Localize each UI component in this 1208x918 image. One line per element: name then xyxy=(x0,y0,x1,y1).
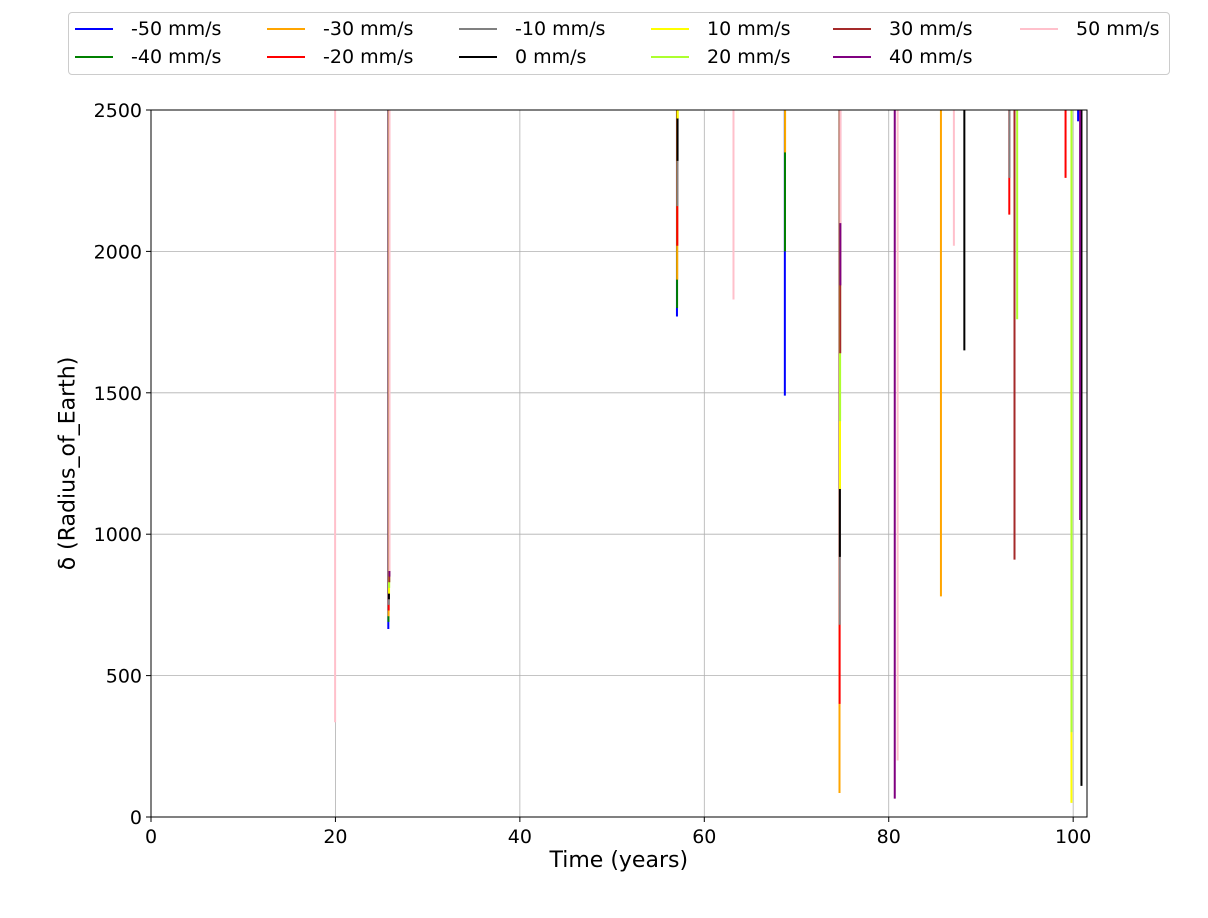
legend-label: 20 mm/s xyxy=(707,46,791,68)
x-tick-label: 80 xyxy=(877,826,901,848)
legend-label: 40 mm/s xyxy=(889,46,973,68)
plot-frame xyxy=(150,109,1088,818)
legend-entry: -20 mm/s xyxy=(267,45,413,69)
y-tick-label: 1500 xyxy=(94,383,142,405)
series-20mms xyxy=(388,110,1073,733)
legend-entry: 10 mm/s xyxy=(651,17,791,41)
series-0mms xyxy=(387,110,1083,786)
legend-swatch xyxy=(459,56,497,58)
series--30mms xyxy=(387,110,942,793)
series-layer xyxy=(334,110,1083,803)
legend-swatch xyxy=(267,28,305,30)
y-axis-label: δ (Radius_of_Earth) xyxy=(55,356,81,571)
x-tick-label: 60 xyxy=(692,826,716,848)
y-tick-label: 2000 xyxy=(94,241,142,263)
x-tick-label: 100 xyxy=(1055,826,1091,848)
series-50mms xyxy=(334,110,955,761)
legend-label: 10 mm/s xyxy=(707,18,791,40)
x-tick-label: 20 xyxy=(323,826,347,848)
series-40mms xyxy=(388,110,1082,799)
y-tick-label: 500 xyxy=(106,666,142,688)
legend-label: 50 mm/s xyxy=(1076,18,1160,40)
legend-label: 0 mm/s xyxy=(515,46,587,68)
legend-label: -20 mm/s xyxy=(323,46,414,68)
legend-label: -30 mm/s xyxy=(323,18,414,40)
legend-entry: 50 mm/s xyxy=(1020,17,1160,41)
legend-label: -40 mm/s xyxy=(131,46,222,68)
legend-swatch xyxy=(651,28,689,30)
x-tick-label: 40 xyxy=(508,826,532,848)
x-tick-label: 0 xyxy=(145,826,157,848)
legend-entry: -50 mm/s xyxy=(75,17,221,41)
legend-label: -50 mm/s xyxy=(131,18,222,40)
legend-swatch xyxy=(1020,28,1058,30)
legend-swatch xyxy=(75,28,113,30)
legend-entry: 30 mm/s xyxy=(833,17,973,41)
legend-entry: 20 mm/s xyxy=(651,45,791,69)
legend-swatch xyxy=(75,56,113,58)
legend-swatch xyxy=(267,56,305,58)
legend-entry: 40 mm/s xyxy=(833,45,973,69)
legend-swatch xyxy=(833,28,871,30)
legend-swatch xyxy=(459,28,497,30)
legend-entry: -10 mm/s xyxy=(459,17,605,41)
legend-label: -10 mm/s xyxy=(515,18,606,40)
x-axis-label: Time (years) xyxy=(549,848,689,873)
legend-entry: 0 mm/s xyxy=(459,45,586,69)
series--10mms xyxy=(387,110,1011,625)
series--40mms xyxy=(387,110,786,622)
legend-entry: -30 mm/s xyxy=(267,17,413,41)
y-tick-label: 2500 xyxy=(94,100,142,122)
legend: -50 mm/s -40 mm/s -30 mm/s -20 mm/s -10 mm/s… xyxy=(68,12,1170,75)
legend-entry: -40 mm/s xyxy=(75,45,221,69)
grid-layer xyxy=(150,109,1087,818)
y-tick-label: 1000 xyxy=(94,524,142,546)
legend-swatch xyxy=(651,56,689,58)
series-10mms xyxy=(388,110,1073,803)
series-30mms xyxy=(388,110,1016,583)
legend-swatch xyxy=(833,56,871,58)
legend-label: 30 mm/s xyxy=(889,18,973,40)
y-tick-label: 0 xyxy=(130,807,142,829)
